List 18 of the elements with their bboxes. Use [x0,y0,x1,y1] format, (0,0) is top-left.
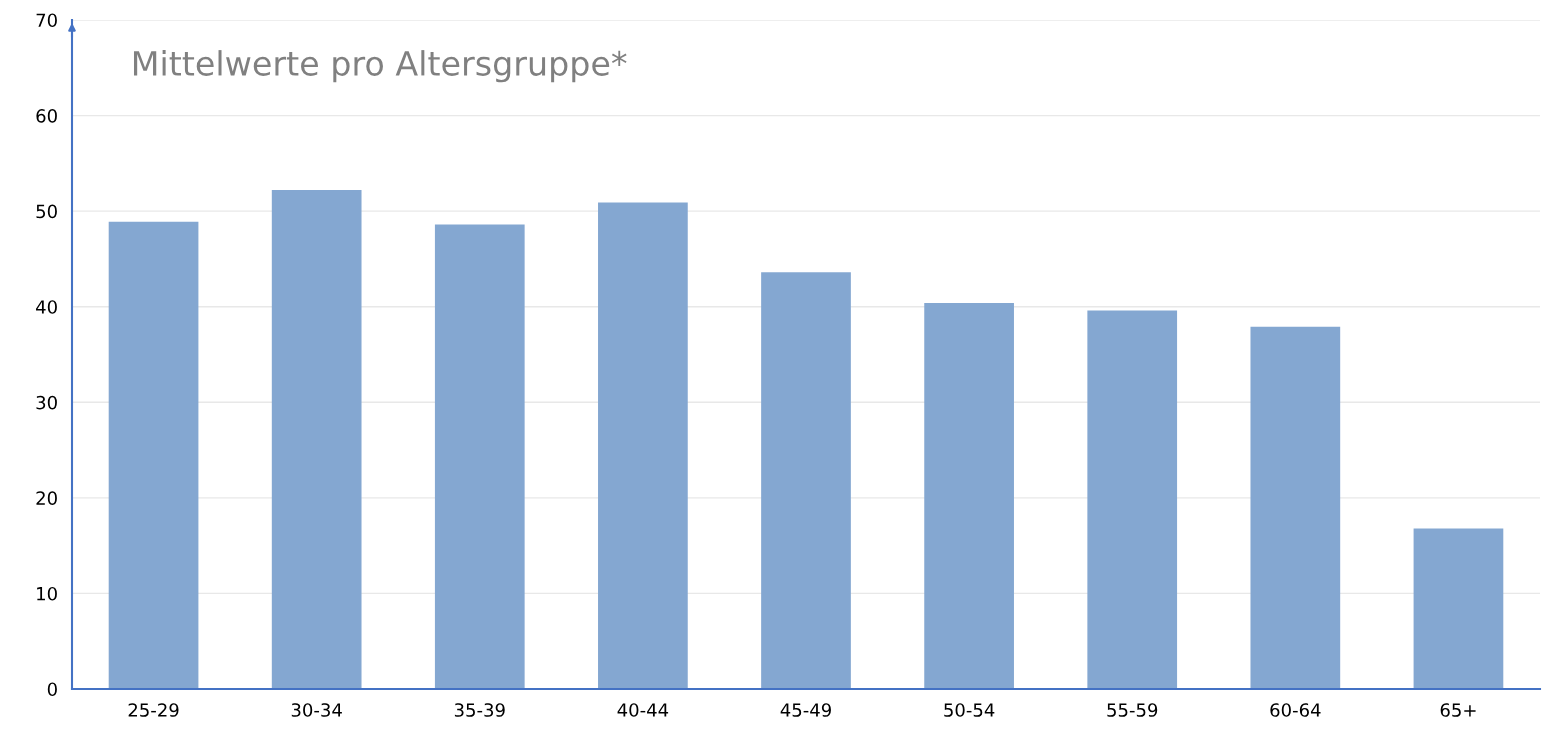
x-tick-label: 45-49 [780,703,831,717]
y-tick-label: 50 [36,204,57,219]
y-tick-label: 40 [36,300,57,314]
x-tick-label: 55-59 [1107,703,1158,717]
x-tick-label: 25-29 [128,703,179,717]
x-tick-label: 40-44 [617,703,669,717]
y-tick-label: 70 [36,13,57,28]
text: Mittelwerte pro Altersgruppe* [133,50,627,83]
x-tick-label: 60-64 [1270,703,1321,717]
x-tick-label: 50-54 [944,703,995,717]
y-tick-label: 20 [36,491,57,505]
y-tick-label: 0 [47,682,57,697]
y-tick-label: 60 [36,109,57,123]
x-tick-label: 35-39 [454,703,505,717]
x-tick-label: 30-34 [291,703,342,717]
x-tick-label: 65+ [1440,703,1476,717]
y-tick-label: 10 [37,586,57,601]
y-tick-label: 30 [36,395,57,410]
